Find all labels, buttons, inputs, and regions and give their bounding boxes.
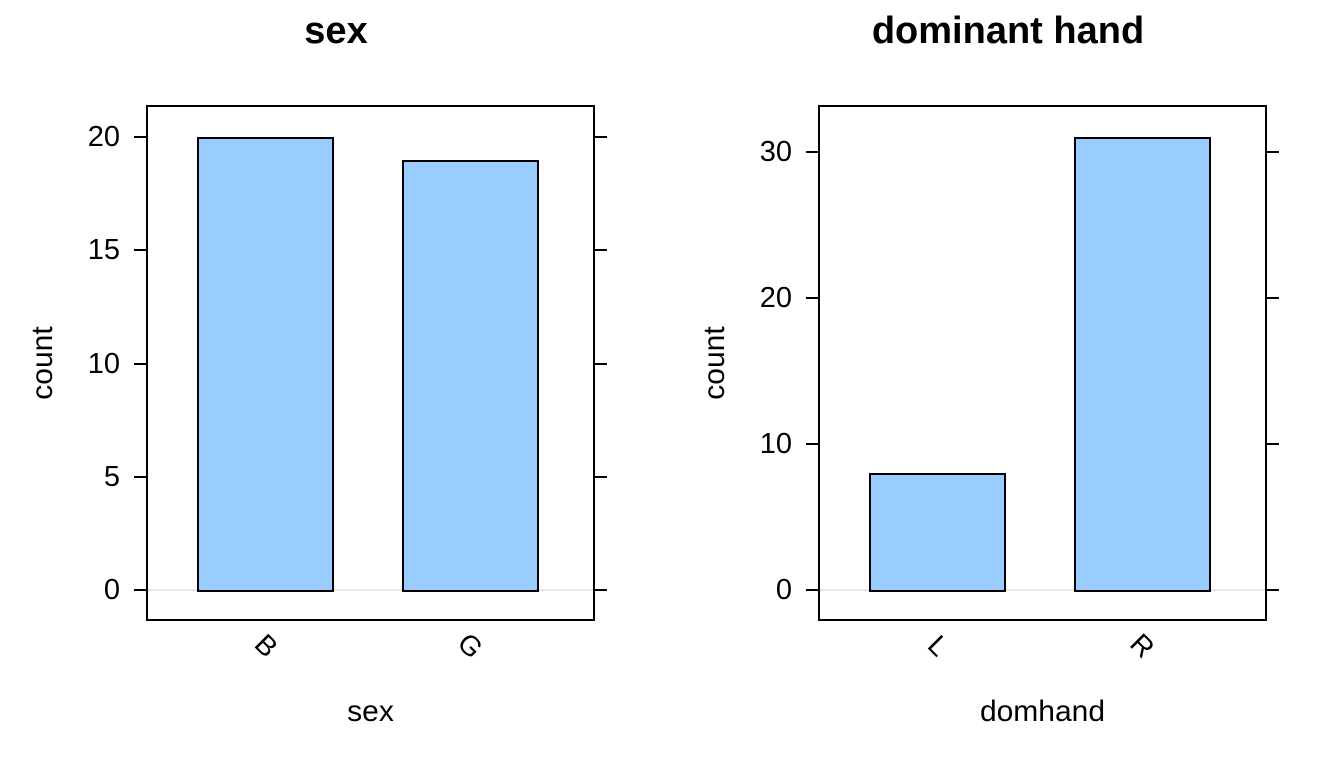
y-tick-label: 20 (87, 121, 120, 153)
x-category-label: L (921, 629, 955, 663)
y-tick-mark (595, 136, 607, 138)
y-tick-mark (595, 249, 607, 252)
y-tick-label: 10 (759, 428, 792, 460)
x-category-label: G (451, 626, 490, 665)
y-tick-mark (134, 249, 146, 252)
zero-baseline (148, 589, 593, 591)
sex-bar-chart: sex sex count 0 5 10 15 20 B G (26, 10, 607, 728)
x-axis-label: domhand (979, 695, 1106, 728)
y-tick-mark (134, 136, 146, 138)
plot-panel (146, 105, 595, 621)
x-axis-label: sex (347, 695, 394, 728)
y-tick-mark (595, 362, 607, 365)
chart-title: dominant hand (871, 10, 1145, 52)
y-tick-mark (595, 589, 607, 591)
y-tick-mark (1267, 589, 1279, 591)
chart-title: sex (304, 10, 368, 52)
x-category-label: B (248, 628, 284, 664)
bar (1073, 137, 1211, 592)
y-tick-mark (1267, 443, 1279, 445)
y-tick-label: 30 (759, 136, 792, 168)
y-tick-mark (806, 589, 818, 591)
zero-baseline (820, 589, 1265, 591)
y-tick-mark (806, 297, 818, 299)
y-tick-label: 15 (87, 234, 120, 267)
x-category-label: R (1124, 627, 1161, 664)
dominant-hand-bar-chart: dominant hand domhand count 0 10 20 30 L R (672, 0, 1344, 768)
y-tick-mark (134, 475, 146, 478)
y-tick-label: 20 (759, 282, 792, 314)
bar (401, 159, 539, 592)
y-tick-mark (1267, 151, 1279, 153)
y-tick-label: 5 (103, 460, 120, 493)
bar (197, 137, 335, 592)
y-tick-label: 0 (103, 574, 120, 606)
plot-panel (818, 105, 1267, 621)
bar (869, 473, 1007, 592)
y-tick-mark (595, 475, 607, 478)
y-tick-mark (806, 443, 818, 445)
y-tick-label: 0 (775, 574, 792, 606)
y-tick-mark (806, 151, 818, 153)
y-tick-mark (1267, 297, 1279, 299)
y-tick-label: 10 (87, 347, 120, 380)
y-tick-mark (134, 362, 146, 365)
y-tick-mark (134, 589, 146, 591)
